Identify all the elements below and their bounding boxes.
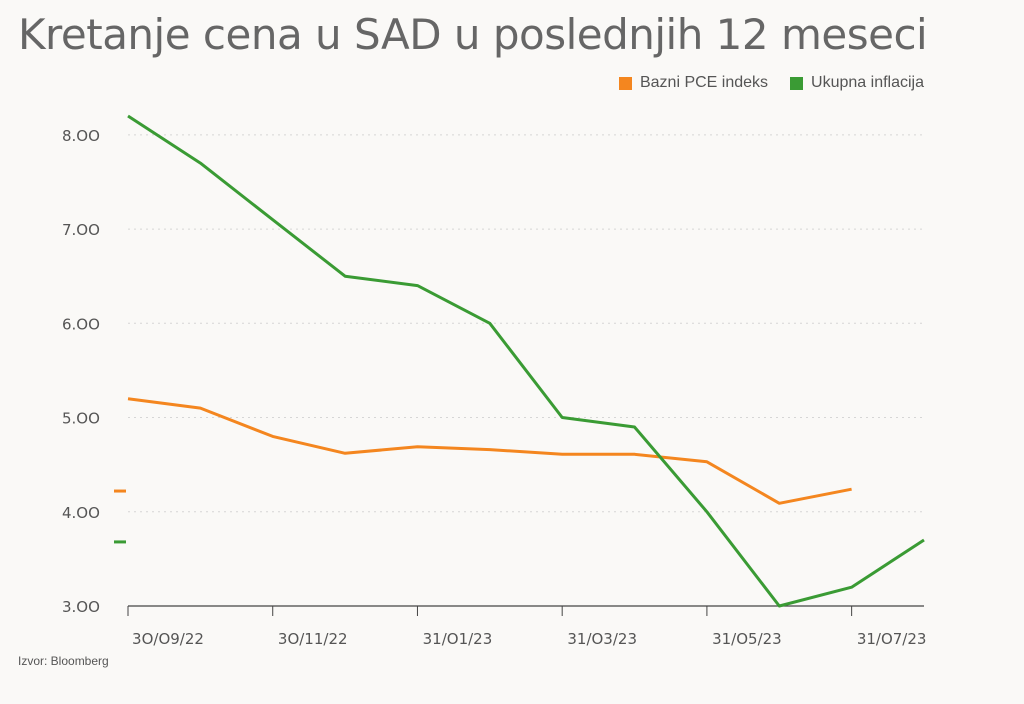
x-tick-label: 31/O7/23 [857,630,927,648]
x-tick-label: 31/O5/23 [712,630,782,648]
y-tick-label: 3.OO [62,598,100,616]
y-tick-label: 6.OO [62,315,100,333]
x-tick-label: 31/O3/23 [567,630,637,648]
y-tick-label: 7.OO [62,221,100,239]
chart-title: Kretanje cena u SAD u poslednjih 12 mese… [18,10,928,59]
series-line-headline [127,114,925,608]
x-tick-label: 3O/11/22 [278,630,348,648]
x-tick-label: 31/O1/23 [423,630,493,648]
legend-label-headline: Ukupna inflacija [811,74,924,91]
y-tick-label: 5.OO [62,410,100,428]
source-note: Izvor: Bloomberg [18,654,109,668]
series-line-core-pce [127,397,852,505]
x-tick-label: 3O/O9/22 [132,630,204,648]
legend: Bazni PCE indeks Ukupna inflacija [618,74,924,92]
y-tick-label: 4.OO [62,504,100,522]
legend-item-headline: Ukupna inflacija [790,74,924,92]
y-tick-label: 8.OO [62,127,100,145]
legend-swatch-headline [790,76,804,90]
legend-swatch-core-pce [618,76,632,90]
legend-label-core-pce: Bazni PCE indeks [639,74,769,91]
legend-item-core-pce: Bazni PCE indeks [618,74,769,92]
